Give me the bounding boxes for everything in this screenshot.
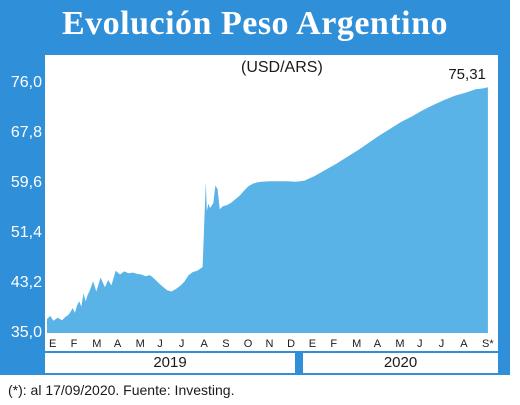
month-tick-label: O [244,338,253,350]
series-area [47,87,488,333]
month-tick-label: A [114,338,122,350]
footnote: (*): al 17/09/2020. Fuente: Investing. [8,382,235,398]
y-tick-label: 76,0 [10,74,42,91]
month-tick-label: M [92,338,101,350]
month-tick-label: M [352,338,361,350]
y-tick-label: 67,8 [10,124,42,141]
month-tick-label: E [49,338,56,350]
year-label-2020: 2020 [303,353,498,373]
month-tick-label: F [330,338,337,350]
month-tick-label: S [222,338,229,350]
chart-title: Evolución Peso Argentino [61,5,449,42]
month-tick-label: J [157,338,163,350]
month-tick-label: F [71,338,78,350]
y-tick-label: 35,0 [10,324,42,341]
month-axis-labels: E F M A M J J A S O N D E F M A M J J A S* [49,338,494,350]
plot-area: (USD/ARS) 75,31 [45,55,498,333]
chart-subtitle: (USD/ARS) [241,59,323,76]
month-tick-label: A [201,338,209,350]
month-tick-label: A [460,338,468,350]
area-chart: 75,31 [47,66,488,333]
month-tick-label: J [417,338,423,350]
month-tick-label: D [287,338,295,350]
y-tick-label: 59,6 [10,174,42,191]
month-tick-label: S* [482,338,494,350]
y-tick-label: 51,4 [10,224,42,241]
y-tick-label: 43,2 [10,274,42,291]
last-value-label: 75,31 [448,66,486,83]
month-tick-label: A [374,338,382,350]
month-axis: E F M A M J J A S O N D E F M A M J J A S* [45,333,498,351]
year-axis: 2019 2020 [45,353,498,373]
month-tick-label: J [439,338,445,350]
month-tick-label: M [136,338,145,350]
month-tick-label: N [266,338,274,350]
month-tick-label: E [309,338,316,350]
year-label-2019: 2019 [45,353,295,373]
month-tick-label: M [395,338,404,350]
month-tick-label: J [179,338,185,350]
